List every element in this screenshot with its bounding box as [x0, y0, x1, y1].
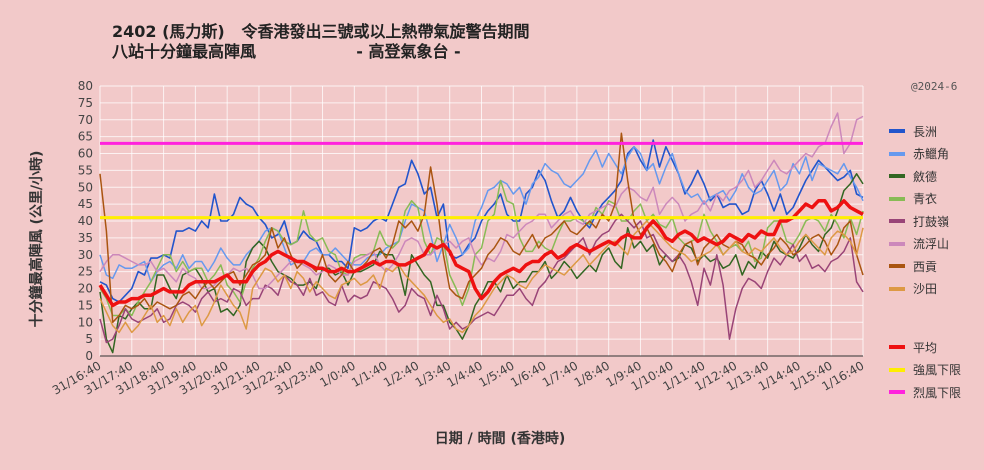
legend-swatch	[889, 264, 905, 269]
legend-label: 斂德	[913, 169, 938, 184]
legend-summary: 平均強風下限烈風下限	[889, 336, 961, 404]
legend-stations: 長洲赤鱲角斂德青衣打鼓嶺流浮山西貢沙田	[889, 120, 961, 300]
legend-label: 長洲	[913, 124, 938, 139]
legend-item: 赤鱲角	[889, 143, 961, 166]
legend-item: 流浮山	[889, 233, 961, 256]
x-tick-label: 1/1:40	[349, 358, 389, 389]
legend-swatch	[889, 129, 905, 134]
x-tick-label: 1/0:40	[317, 358, 357, 389]
legend: 長洲赤鱲角斂德青衣打鼓嶺流浮山西貢沙田 平均強風下限烈風下限	[889, 120, 961, 404]
credit-label: @2024-6	[911, 80, 958, 93]
y-tick-label: 20	[78, 282, 93, 296]
legend-item: 烈風下限	[889, 381, 961, 404]
legend-swatch	[889, 367, 905, 372]
legend-label: 赤鱲角	[913, 147, 950, 162]
y-tick-label: 55	[78, 163, 93, 177]
legend-label: 青衣	[913, 192, 938, 207]
series-line-2	[99, 173, 864, 354]
legend-item: 西貢	[889, 255, 961, 278]
legend-item: 平均	[889, 336, 961, 359]
x-axis-label: 日期 / 時間 (香港時)	[434, 431, 566, 447]
y-tick-label: 35	[78, 231, 93, 245]
y-tick-label: 65	[78, 130, 93, 144]
legend-item: 強風下限	[889, 359, 961, 382]
x-tick-label: 1/8:40	[572, 358, 612, 389]
legend-swatch	[889, 345, 905, 350]
legend-label: 強風下限	[913, 363, 962, 378]
legend-swatch	[889, 174, 905, 179]
chart-title-line1: 2402 (馬力斯) 令香港發出三號或以上熱帶氣旋警告期間	[112, 22, 530, 41]
y-tick-label: 45	[78, 197, 93, 211]
y-tick-label: 70	[78, 113, 93, 127]
series-line-1	[99, 146, 864, 283]
y-tick-label: 10	[78, 315, 93, 329]
y-tick-label: 50	[78, 180, 93, 194]
y-tick-label: 15	[78, 298, 93, 312]
legend-label: 西貢	[913, 259, 938, 274]
x-tick-label: 1/7:40	[540, 358, 580, 389]
legend-item: 青衣	[889, 188, 961, 211]
legend-label: 平均	[913, 340, 938, 355]
y-tick-label: 80	[78, 79, 93, 93]
legend-item: 打鼓嶺	[889, 210, 961, 233]
legend-label: 打鼓嶺	[913, 214, 950, 229]
x-tick-label: 1/4:40	[445, 358, 485, 389]
series-line-4	[99, 213, 864, 344]
legend-swatch	[889, 390, 905, 395]
legend-swatch	[889, 286, 905, 291]
legend-item: 長洲	[889, 120, 961, 143]
legend-swatch	[889, 241, 905, 246]
series-line-8	[98, 199, 864, 308]
legend-swatch	[889, 151, 905, 156]
legend-swatch	[889, 196, 905, 201]
y-tick-label: 60	[78, 147, 93, 161]
legend-label: 沙田	[913, 282, 938, 297]
x-tick-label: 1/3:40	[413, 358, 453, 389]
series-line-7	[99, 220, 864, 334]
y-tick-label: 25	[78, 265, 93, 279]
legend-item: 斂德	[889, 165, 961, 188]
legend-label: 流浮山	[913, 237, 950, 252]
y-tick-label: 5	[85, 332, 93, 346]
chart-title-line2: 八站十分鐘最高陣風 - 高登氣象台 -	[112, 42, 461, 61]
legend-item: 沙田	[889, 278, 961, 301]
x-tick-label: 1/5:40	[476, 358, 516, 389]
x-tick-label: 1/2:40	[381, 358, 421, 389]
series-line-3	[99, 179, 864, 317]
y-tick-label: 0	[85, 349, 93, 363]
y-tick-label: 40	[78, 214, 93, 228]
x-tick-label: 1/6:40	[508, 358, 548, 389]
legend-swatch	[889, 219, 905, 224]
y-tick-label: 75	[78, 96, 93, 110]
y-tick-label: 30	[78, 248, 93, 262]
series-line-0	[99, 139, 864, 303]
legend-label: 烈風下限	[913, 385, 962, 400]
